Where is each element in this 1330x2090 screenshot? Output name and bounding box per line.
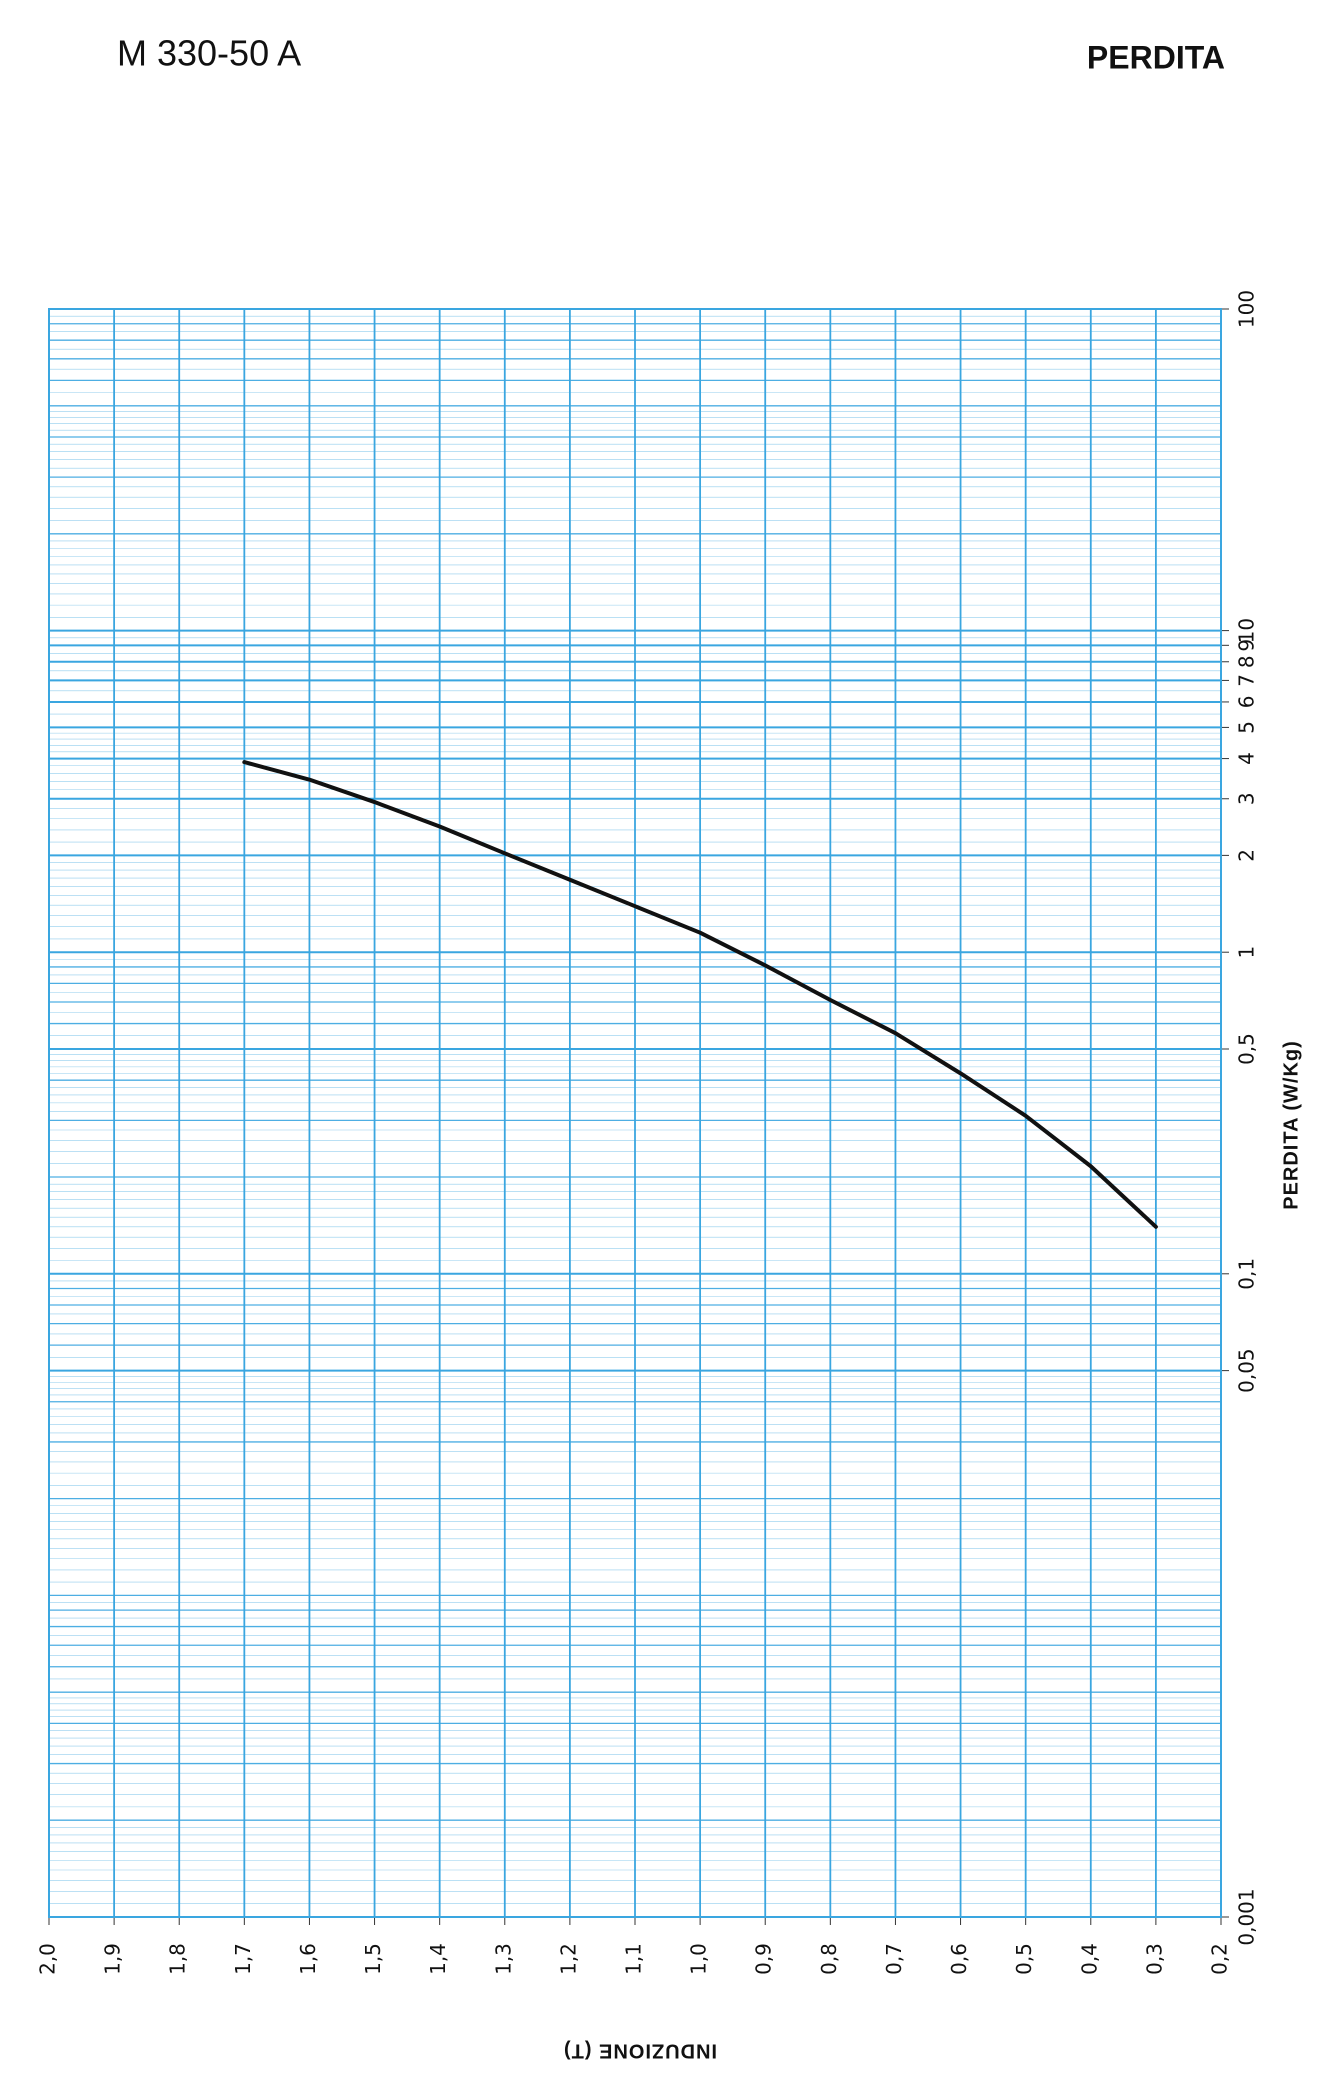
y-tick-label: 0,1	[1235, 1258, 1259, 1290]
y-axis-label: PERDITA (W/Kg)	[1280, 1040, 1302, 1210]
y-tick-label: 9	[1235, 639, 1259, 652]
y-tick-label: 7	[1235, 674, 1259, 687]
x-tick-label: 0,5	[1012, 1943, 1036, 1975]
y-tick-label: 1	[1235, 946, 1259, 959]
x-tick-label: 1,0	[687, 1943, 711, 1975]
x-tick-label: 1,9	[101, 1943, 125, 1975]
y-tick-label: 10	[1235, 618, 1259, 643]
x-tick-label: 2,0	[36, 1943, 60, 1975]
x-tick-label: 0,3	[1142, 1943, 1166, 1975]
x-tick-label: 1,3	[491, 1943, 515, 1975]
y-tick-label: 4	[1235, 752, 1259, 765]
x-tick-label: 0,2	[1208, 1943, 1232, 1975]
y-tick-label: 100	[1235, 290, 1259, 328]
x-tick-label: 0,7	[882, 1943, 906, 1975]
y-tick-label: 0,05	[1235, 1348, 1259, 1393]
x-tick-label: 0,6	[947, 1943, 971, 1975]
y-tick-label: 3	[1235, 792, 1259, 805]
y-tick-label: 8	[1235, 655, 1259, 668]
y-tick-label: 2	[1235, 849, 1259, 862]
y-tick-label: 5	[1235, 721, 1259, 734]
x-tick-label: 0,8	[817, 1943, 841, 1975]
y-tick-label: 6	[1235, 696, 1259, 709]
x-tick-label: 1,4	[426, 1943, 450, 1975]
chart-title: M 330-50 A	[117, 33, 301, 74]
chart-subtitle: PERDITA	[1087, 39, 1225, 75]
x-tick-label: 1,6	[296, 1943, 320, 1975]
x-tick-label: 1,7	[231, 1943, 255, 1975]
x-tick-label: 0,4	[1077, 1943, 1101, 1975]
data-line	[242, 760, 1158, 1229]
x-axis-label: INDUZIONE (T)	[563, 2040, 717, 2062]
x-tick-label: 1,5	[361, 1943, 385, 1975]
x-tick-label: 1,8	[166, 1943, 190, 1975]
x-tick-label: 1,2	[556, 1943, 580, 1975]
x-tick-label: 1,1	[622, 1943, 646, 1975]
plot-frame	[48, 308, 1222, 1918]
x-tick-label: 0,9	[752, 1943, 776, 1975]
y-tick-label: 0,5	[1235, 1033, 1259, 1065]
y-tick-label: 0,001	[1235, 1888, 1259, 1945]
